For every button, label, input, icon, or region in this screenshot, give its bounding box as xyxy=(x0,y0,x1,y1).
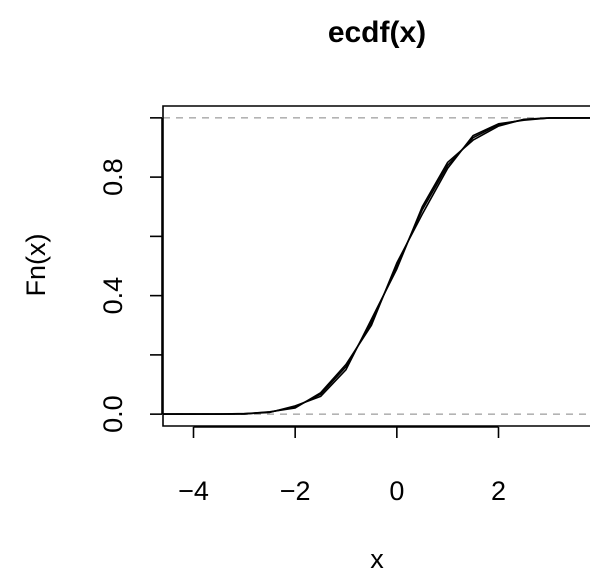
x-tick-label: −2 xyxy=(280,476,311,506)
plot-frame xyxy=(162,105,590,427)
ecdf-series-3 xyxy=(163,117,590,415)
x-tick-label: −4 xyxy=(178,476,209,506)
x-axis-label: x xyxy=(370,544,384,573)
y-tick-label: 0.4 xyxy=(98,277,128,315)
y-tick-label: 0.8 xyxy=(98,158,128,196)
x-tick-label: 2 xyxy=(491,476,506,506)
x-tick-label: 0 xyxy=(389,476,404,506)
plot-area: −4 −2 0 2 0.0 0.4 0.8 xyxy=(98,105,590,506)
y-tick-label: 0.0 xyxy=(98,395,128,433)
ecdf-series-1 xyxy=(163,117,590,415)
ecdf-series-2 xyxy=(163,117,590,415)
y-axis-label: Fn(x) xyxy=(21,234,51,297)
chart-title: ecdf(x) xyxy=(328,16,426,49)
